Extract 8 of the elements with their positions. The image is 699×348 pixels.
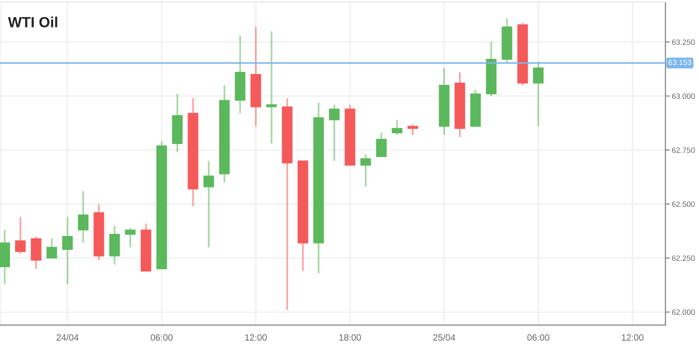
text: WTI Oil — [8, 16, 58, 28]
x-tick-label: 24/04 — [56, 334, 79, 341]
x-tick-label: 06:00 — [527, 334, 550, 341]
x-tick-label: 18:00 — [339, 334, 361, 341]
x-tick-label: 25/04 — [433, 334, 456, 341]
x-tick-label: 06:00 — [150, 334, 173, 341]
x-tick-label: 12:00 — [245, 334, 267, 341]
x-tick-label: 12:00 — [622, 334, 644, 341]
